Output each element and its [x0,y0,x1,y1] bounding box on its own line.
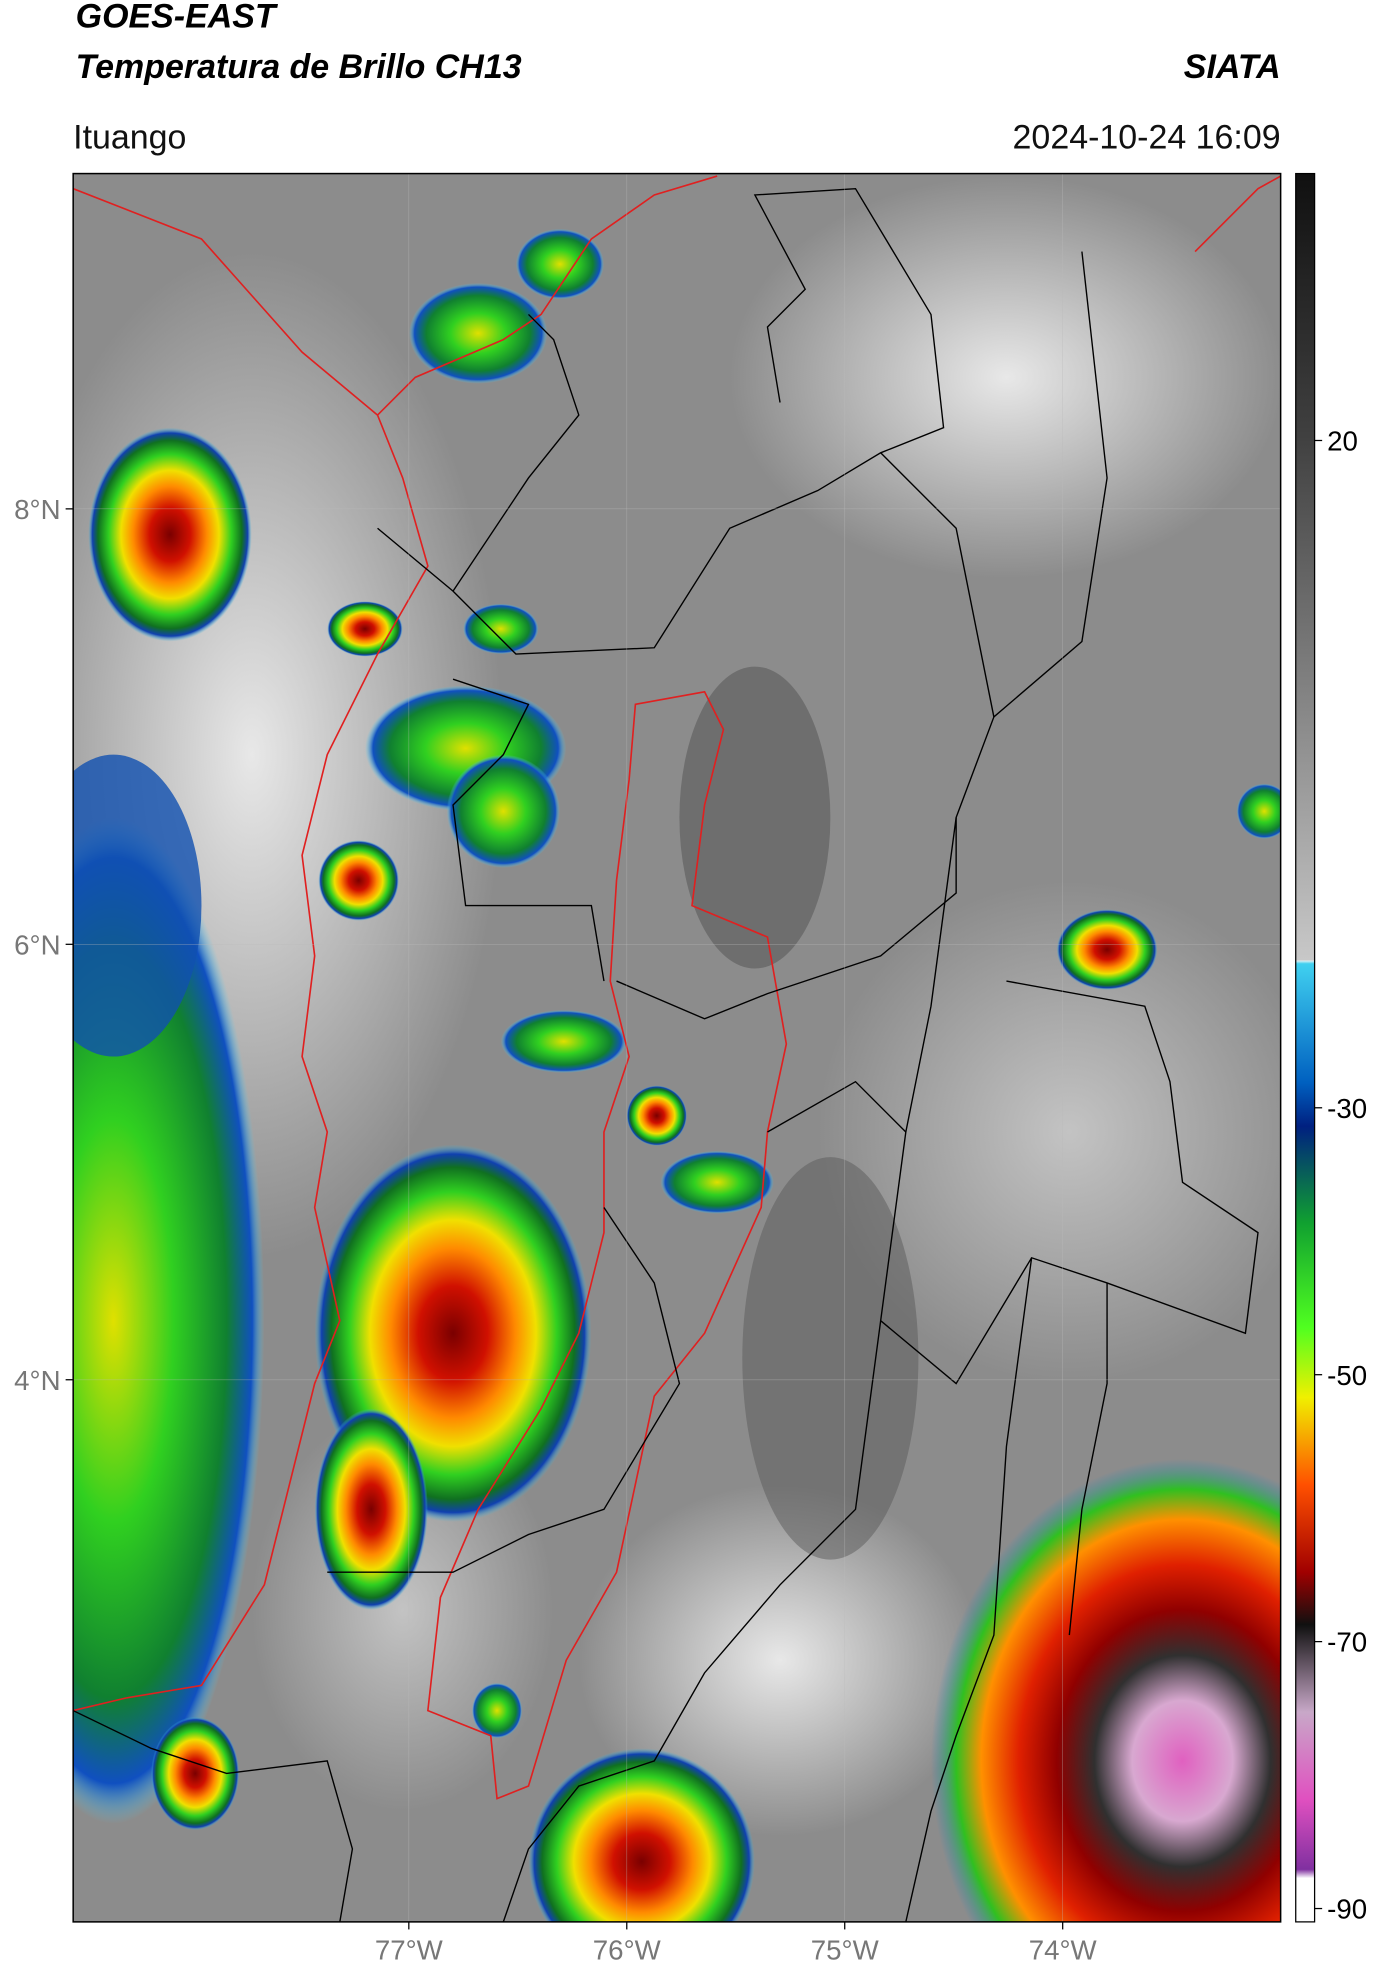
storm [318,840,399,921]
subtitle: Temperatura de Brillo CH13 [76,48,522,86]
storm [626,1085,687,1146]
y-tick-label: 4°N [14,1365,60,1396]
x-tick-label: 76°W [593,1935,662,1966]
map-image [73,173,1281,1922]
storm [931,1459,1281,1922]
colorbar-tick-label: -50 [1327,1360,1367,1391]
storm [660,1150,774,1214]
storm [151,1716,240,1831]
location: Ituango [73,118,186,156]
y-tick-label: 6°N [14,929,60,960]
storm [500,1009,627,1073]
colorbar-tick-label: -70 [1327,1627,1367,1658]
storm [88,427,252,642]
cloud [817,880,1281,1384]
storm [73,817,265,1824]
x-tick-label: 75°W [811,1935,880,1966]
x-tick-label: 77°W [375,1935,444,1966]
storm [471,1682,523,1739]
colorbar-tick-label: -30 [1327,1093,1367,1124]
map-frame [72,172,1282,1923]
storm [515,228,604,300]
storm [409,283,548,384]
cloud [578,1484,982,1837]
storm [528,1748,755,1922]
black-borders [73,187,1259,1922]
colorbar-tick-label: -90 [1327,1894,1367,1925]
colorbar [1295,172,1316,1923]
colorbar-tick-label: 20 [1327,426,1358,457]
storm [73,754,202,1057]
storm [314,1408,428,1610]
terrain [679,666,831,969]
cloud [729,176,1281,579]
storm [1056,909,1158,990]
x-tick-label: 74°W [1029,1935,1098,1966]
source: SIATA [1184,48,1281,86]
storm [463,603,539,655]
title: GOES-EAST [76,0,279,36]
red-borders [73,175,1281,1800]
y-tick-label: 8°N [14,494,60,525]
storm [1236,783,1281,839]
grid [73,173,1281,1922]
terrain [742,1157,919,1560]
storm [446,754,560,868]
datetime: 2024-10-24 16:09 [1013,118,1281,156]
